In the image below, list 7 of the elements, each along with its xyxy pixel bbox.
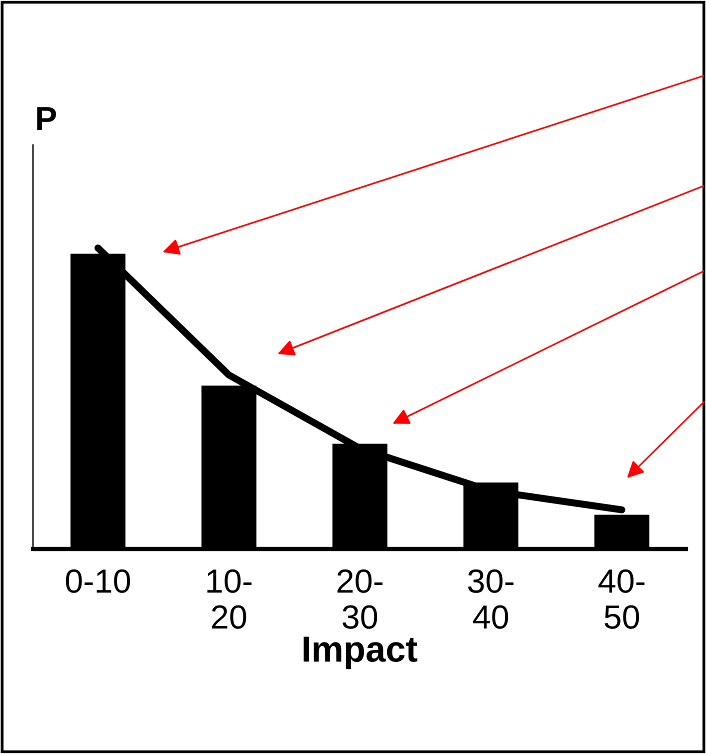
x-tick-label: 10- 20 <box>207 569 252 629</box>
x-tick-label: 0-10 <box>66 569 130 593</box>
x-axis-title: Impact <box>304 636 418 670</box>
y-axis-title: P <box>37 107 56 130</box>
x-tick-label: 30- 40 <box>468 569 514 629</box>
x-tick-label: 40- 50 <box>598 569 644 629</box>
x-tick-label: 20- 30 <box>337 569 383 629</box>
